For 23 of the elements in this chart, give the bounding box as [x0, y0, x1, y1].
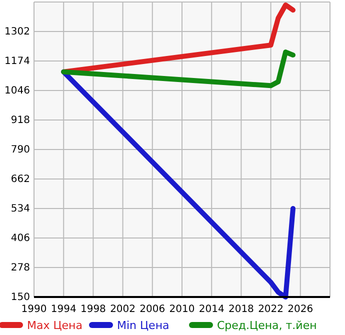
- x-tick-label: 2014: [198, 304, 224, 315]
- x-tick-label: 2026: [288, 304, 314, 315]
- y-tick-label: 662: [10, 174, 30, 185]
- y-tick-label: 790: [10, 144, 30, 156]
- y-tick-label: 406: [10, 233, 30, 244]
- y-tick-label: 1302: [4, 26, 30, 38]
- y-tick-label: 1174: [4, 56, 30, 67]
- x-tick-label: 2010: [169, 304, 195, 315]
- x-tick-label: 2018: [228, 304, 254, 315]
- legend-label: Сред.Цена, т.йен: [217, 319, 317, 332]
- y-tick-label: 918: [10, 115, 30, 126]
- x-tick-label: 2002: [110, 304, 136, 315]
- x-tick-label: 1990: [21, 304, 47, 315]
- x-tick-label: 1998: [80, 304, 106, 315]
- x-tick-label: 2022: [258, 304, 284, 315]
- x-tick-label: 1994: [50, 304, 76, 315]
- y-tick-label: 534: [10, 204, 30, 214]
- x-tick-label: 2006: [140, 304, 166, 315]
- y-tick-label: 150: [10, 292, 30, 303]
- y-tick-label: 278: [10, 262, 30, 274]
- y-tick-label: 1046: [4, 86, 30, 96]
- legend-label: Min Цена: [117, 319, 170, 332]
- legend-label: Max Цена: [27, 319, 82, 332]
